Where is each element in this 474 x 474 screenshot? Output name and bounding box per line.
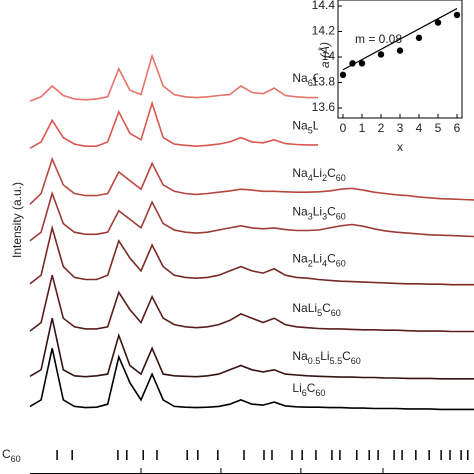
- trace: [29, 190, 474, 242]
- x-tick-label: 0: [340, 121, 347, 135]
- y-tick-label: 13.6: [312, 100, 336, 114]
- data-point: [349, 60, 356, 67]
- data-point: [415, 34, 423, 42]
- y-tick-label: 14: [322, 49, 336, 63]
- x-tick-label: 4: [416, 121, 423, 135]
- data-point: [377, 51, 385, 58]
- data-point: [396, 47, 404, 54]
- trace-label: Na2Li4C60: [292, 252, 345, 269]
- trace-label: NaLi5C60: [292, 301, 340, 318]
- data-point: [339, 71, 347, 79]
- fit-line: [342, 8, 458, 71]
- x-axis-label: x: [397, 140, 403, 154]
- y-tick-label: 14.4: [312, 0, 336, 12]
- trace: [29, 156, 474, 205]
- x-tick-label: 5: [435, 121, 442, 135]
- data-point: [434, 19, 442, 26]
- annotation: m = 0.08: [355, 32, 402, 46]
- x-tick-label: 6: [454, 121, 461, 135]
- trace-label: Na4Li2C60: [292, 166, 345, 183]
- y-tick-label: 14.2: [312, 24, 336, 38]
- trace: [29, 275, 474, 333]
- trace: [29, 348, 474, 411]
- y-axis-label: Intensity (a.u.): [10, 182, 24, 258]
- reference-label: C60: [2, 447, 21, 464]
- x-tick-label: 1: [359, 121, 366, 135]
- y-tick-label: 13.8: [312, 75, 336, 89]
- trace-label: Na0.5Li5.5C60: [292, 349, 360, 366]
- x-tick-label: 3: [397, 121, 404, 135]
- trace: [29, 318, 474, 380]
- trace-label: Na3Li3C60: [292, 205, 345, 222]
- trace: [29, 224, 474, 286]
- x-tick-label: 2: [378, 121, 385, 135]
- inset-background: [318, 0, 474, 158]
- y-axis-label: a (Å): [317, 42, 332, 68]
- data-point: [453, 11, 461, 19]
- trace-label: Li6C60: [292, 381, 325, 398]
- data-point: [358, 60, 366, 67]
